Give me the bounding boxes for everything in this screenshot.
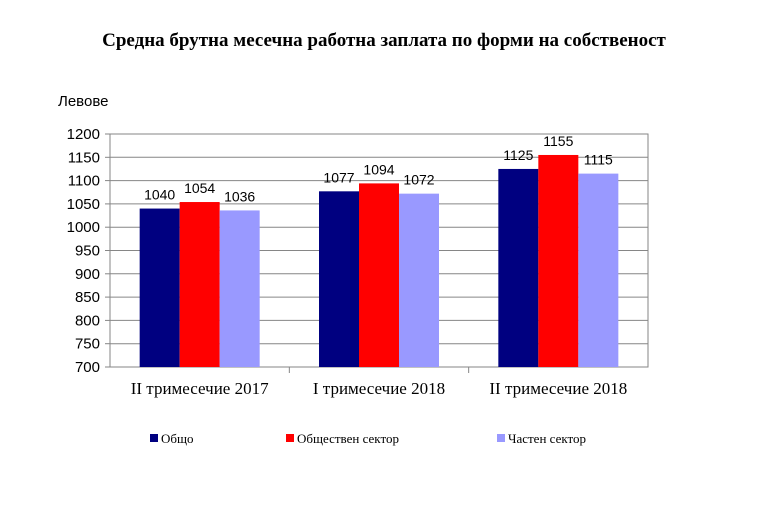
y-tick-label: 900 <box>75 266 100 283</box>
bar <box>219 210 260 367</box>
y-tick-label: 800 <box>75 312 100 329</box>
bar <box>319 191 359 367</box>
y-axis-label: Левове <box>58 93 108 110</box>
bar <box>498 168 539 367</box>
y-tick-label: 1100 <box>68 173 100 190</box>
y-tick-label: 1150 <box>68 149 100 166</box>
bar <box>399 193 439 367</box>
y-tick-label: 750 <box>75 336 100 353</box>
bar <box>359 183 399 367</box>
data-label: 1077 <box>323 169 354 185</box>
data-label: 1094 <box>363 161 394 177</box>
y-tick-label: 1200 <box>67 126 100 143</box>
data-label: 1036 <box>224 188 255 204</box>
y-tick-label: 1000 <box>67 219 100 236</box>
y-tick-label: 1050 <box>67 196 100 213</box>
legend-entry: Частен сектор <box>508 431 586 446</box>
legend-swatch <box>286 434 294 442</box>
legend-swatch <box>150 434 158 442</box>
data-label: 1072 <box>403 172 434 188</box>
bar <box>179 202 220 367</box>
y-tick-label: 700 <box>75 359 100 376</box>
x-tick-label: I тримесечие 2018 <box>313 379 445 398</box>
y-tick-label: 850 <box>75 289 100 306</box>
y-tick-label: 950 <box>75 243 100 260</box>
data-label: 1115 <box>584 152 613 168</box>
x-tick-label: II тримесечие 2018 <box>489 379 627 398</box>
bar <box>578 173 619 367</box>
legend-entry: Обществен сектор <box>297 431 399 446</box>
data-label: 1054 <box>184 180 215 196</box>
data-label: 1040 <box>144 187 175 203</box>
data-label: 1155 <box>543 133 573 149</box>
x-tick-label: II тримесечие 2017 <box>131 379 269 398</box>
bar <box>139 208 180 367</box>
data-label: 1125 <box>503 147 533 163</box>
chart-title: Средна брутна месечна работна заплата по… <box>102 30 666 51</box>
bar <box>538 154 579 367</box>
legend-swatch <box>497 434 505 442</box>
legend-entry: Общо <box>161 431 194 446</box>
